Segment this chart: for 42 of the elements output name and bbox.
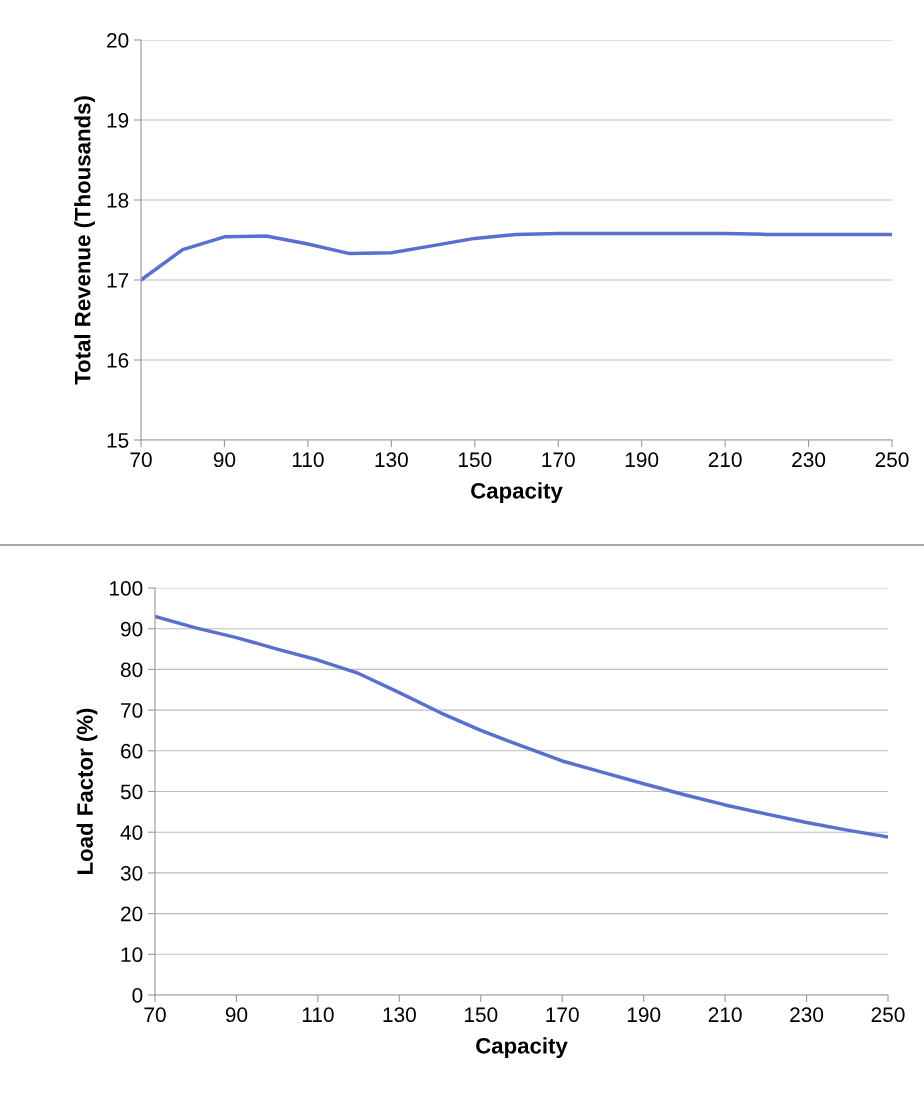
y-tick-label: 20 bbox=[121, 906, 143, 922]
x-tick-label: 90 bbox=[213, 452, 236, 468]
x-tick-label: 210 bbox=[708, 1007, 742, 1023]
y-tick-label: 90 bbox=[121, 621, 143, 637]
x-tick-label: 230 bbox=[792, 452, 826, 468]
x-tick-label: 230 bbox=[790, 1007, 824, 1023]
x-tick-label: 250 bbox=[875, 452, 909, 468]
line-series bbox=[155, 614, 888, 839]
y-tick-label: 50 bbox=[120, 784, 143, 800]
x-axis-title: Capacity bbox=[476, 1037, 568, 1059]
x-tick-label: 250 bbox=[871, 1007, 905, 1023]
y-tick-label: 80 bbox=[120, 662, 143, 678]
x-axis-title: Capacity bbox=[471, 482, 563, 504]
x-tick-label: 130 bbox=[375, 452, 408, 468]
y-tick-label: 19 bbox=[107, 113, 129, 128]
y-tick-label: 16 bbox=[107, 353, 129, 368]
y-tick-label: 0 bbox=[132, 988, 143, 1003]
x-tick-label: 170 bbox=[546, 1007, 579, 1023]
x-tick-label: 130 bbox=[383, 1007, 416, 1023]
line-series bbox=[141, 231, 892, 282]
y-tick-label: 30 bbox=[120, 865, 143, 881]
x-tick-label: 90 bbox=[225, 1007, 248, 1023]
x-tick-label: 170 bbox=[542, 452, 575, 468]
y-tick-label: 20 bbox=[107, 33, 129, 48]
y-tick-label: 60 bbox=[121, 743, 143, 759]
y-tick-label: 18 bbox=[107, 193, 129, 208]
x-tick-label: 150 bbox=[458, 452, 492, 468]
y-tick-label: 17 bbox=[107, 273, 129, 288]
x-tick-label: 70 bbox=[144, 1007, 166, 1023]
x-tick-label: 190 bbox=[627, 1007, 661, 1023]
x-tick-label: 110 bbox=[292, 452, 324, 468]
x-tick-label: 190 bbox=[625, 452, 659, 468]
y-tick-label: 100 bbox=[110, 581, 143, 596]
x-tick-label: 110 bbox=[302, 1007, 334, 1023]
y-tick-label: 15 bbox=[107, 433, 129, 448]
x-tick-label: 210 bbox=[708, 452, 742, 468]
y-tick-label: 70 bbox=[121, 703, 143, 718]
y-tick-label: 40 bbox=[120, 825, 143, 840]
y-tick-label: 10 bbox=[121, 947, 143, 963]
y-axis-title: Total Revenue (Thousands) bbox=[74, 96, 95, 385]
x-tick-label: 150 bbox=[464, 1007, 498, 1023]
y-axis-title: Load Factor (%) bbox=[76, 708, 98, 874]
